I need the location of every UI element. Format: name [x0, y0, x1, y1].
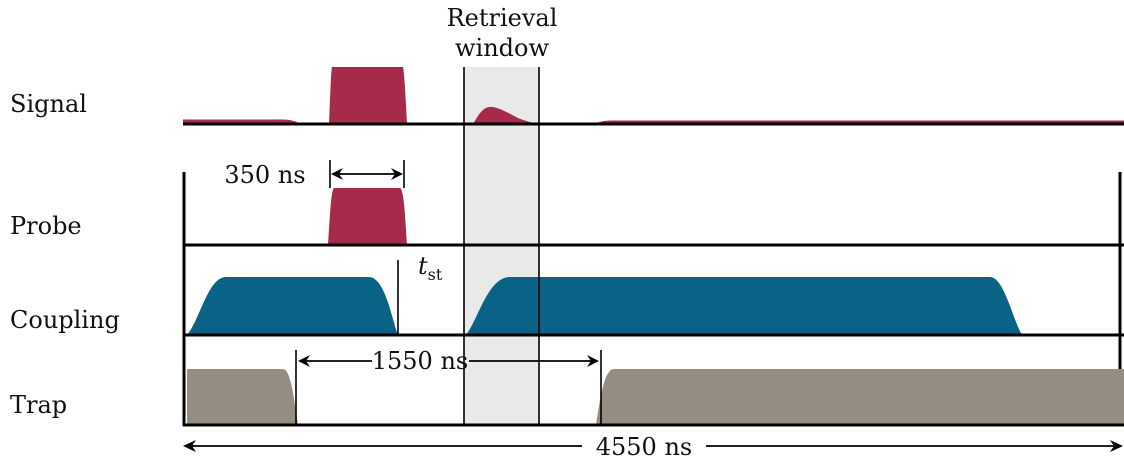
- probe-label: Probe: [10, 212, 82, 240]
- total-period-arrowhead-right: [1110, 440, 1123, 452]
- storage-time-label: tst: [418, 252, 443, 284]
- signal-input-pulse: [329, 67, 407, 124]
- retrieval-window-label-line1: Retrieval: [447, 4, 558, 32]
- signal-retrieved-pulse: [473, 106, 539, 124]
- total-period-label: 4550 ns: [596, 433, 692, 461]
- trap-gap-arrowhead-left: [298, 355, 310, 367]
- probe-width-label: 350 ns: [224, 161, 305, 189]
- coupling-label: Coupling: [10, 306, 120, 334]
- trap-gap-label: 1550 ns: [372, 347, 468, 375]
- trap-level-left: [187, 369, 298, 425]
- probe-width-arrowhead-left: [331, 168, 343, 180]
- probe-width-arrowhead-right: [391, 168, 403, 180]
- trap-gap-arrowhead-right: [587, 355, 599, 367]
- coupling-pulse-1: [187, 277, 398, 335]
- probe-pulse: [328, 188, 407, 245]
- storage-time-subscript: st: [428, 265, 443, 284]
- trap-label: Trap: [10, 391, 67, 419]
- storage-time-symbol: t: [418, 252, 428, 280]
- total-period-arrowhead-left: [183, 440, 196, 452]
- signal-label: Signal: [10, 90, 87, 118]
- retrieval-window-label-line2: window: [455, 34, 549, 62]
- trap-level-right: [596, 369, 1124, 425]
- coupling-pulse-2: [466, 277, 1022, 335]
